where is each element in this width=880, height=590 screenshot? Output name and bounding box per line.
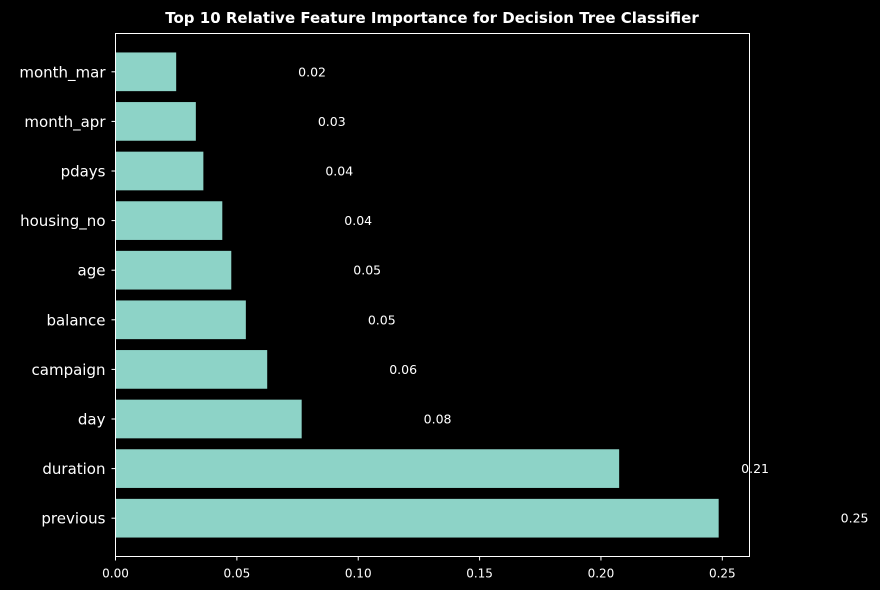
y-axis: previous duration day campaign balance age hou… xyxy=(19,63,116,528)
data-label-campaign: 0.06 xyxy=(389,362,417,377)
x-tick-label: 0.20 xyxy=(588,567,615,581)
x-axis: 0.00 0.05 0.10 0.15 0.20 0.25 xyxy=(102,556,736,581)
plot-frame xyxy=(115,33,750,557)
y-tick-label-campaign: campaign xyxy=(32,361,106,379)
y-tick-label-balance: balance xyxy=(46,311,105,329)
data-label-age: 0.05 xyxy=(353,263,381,278)
data-label-housing_no: 0.04 xyxy=(344,213,372,228)
data-label-day: 0.08 xyxy=(424,412,452,427)
y-tick-label-month_apr: month_apr xyxy=(24,113,106,132)
bars-group xyxy=(115,52,719,538)
bar-month_apr xyxy=(115,102,196,141)
x-tick-label: 0.00 xyxy=(102,567,129,581)
y-tick-label-month_mar: month_mar xyxy=(19,63,106,82)
data-label-month_apr: 0.03 xyxy=(318,114,346,129)
bar-age xyxy=(115,250,232,290)
bar-housing_no xyxy=(115,201,223,240)
bar-campaign xyxy=(115,350,268,389)
y-tick-label-previous: previous xyxy=(41,510,105,528)
y-tick-label-day: day xyxy=(78,411,106,429)
data-label-duration: 0.21 xyxy=(741,461,769,476)
x-tick-label: 0.15 xyxy=(466,567,493,581)
chart-title: Top 10 Relative Feature Importance for D… xyxy=(165,9,699,27)
bar-balance xyxy=(115,300,246,340)
bar-duration xyxy=(115,449,620,488)
bar-day xyxy=(115,399,302,439)
data-label-balance: 0.05 xyxy=(368,312,396,327)
data-label-previous: 0.25 xyxy=(841,511,869,526)
y-tick-label-duration: duration xyxy=(42,460,105,478)
x-tick-label: 0.05 xyxy=(224,567,251,581)
x-tick-label: 0.25 xyxy=(709,567,736,581)
y-tick-label-pdays: pdays xyxy=(61,163,106,181)
y-tick-label-age: age xyxy=(78,262,106,280)
bar-previous xyxy=(115,498,719,538)
bar-pdays xyxy=(115,151,204,191)
bar-month_mar xyxy=(115,52,177,92)
data-label-month_mar: 0.02 xyxy=(298,64,326,79)
x-tick-label: 0.10 xyxy=(345,567,372,581)
data-labels-group: 0.25 0.21 0.08 0.06 0.05 0.05 0.04 0.04 0.03 0.02 xyxy=(298,64,868,525)
data-label-pdays: 0.04 xyxy=(325,164,353,179)
y-tick-label-housing_no: housing_no xyxy=(20,212,105,231)
